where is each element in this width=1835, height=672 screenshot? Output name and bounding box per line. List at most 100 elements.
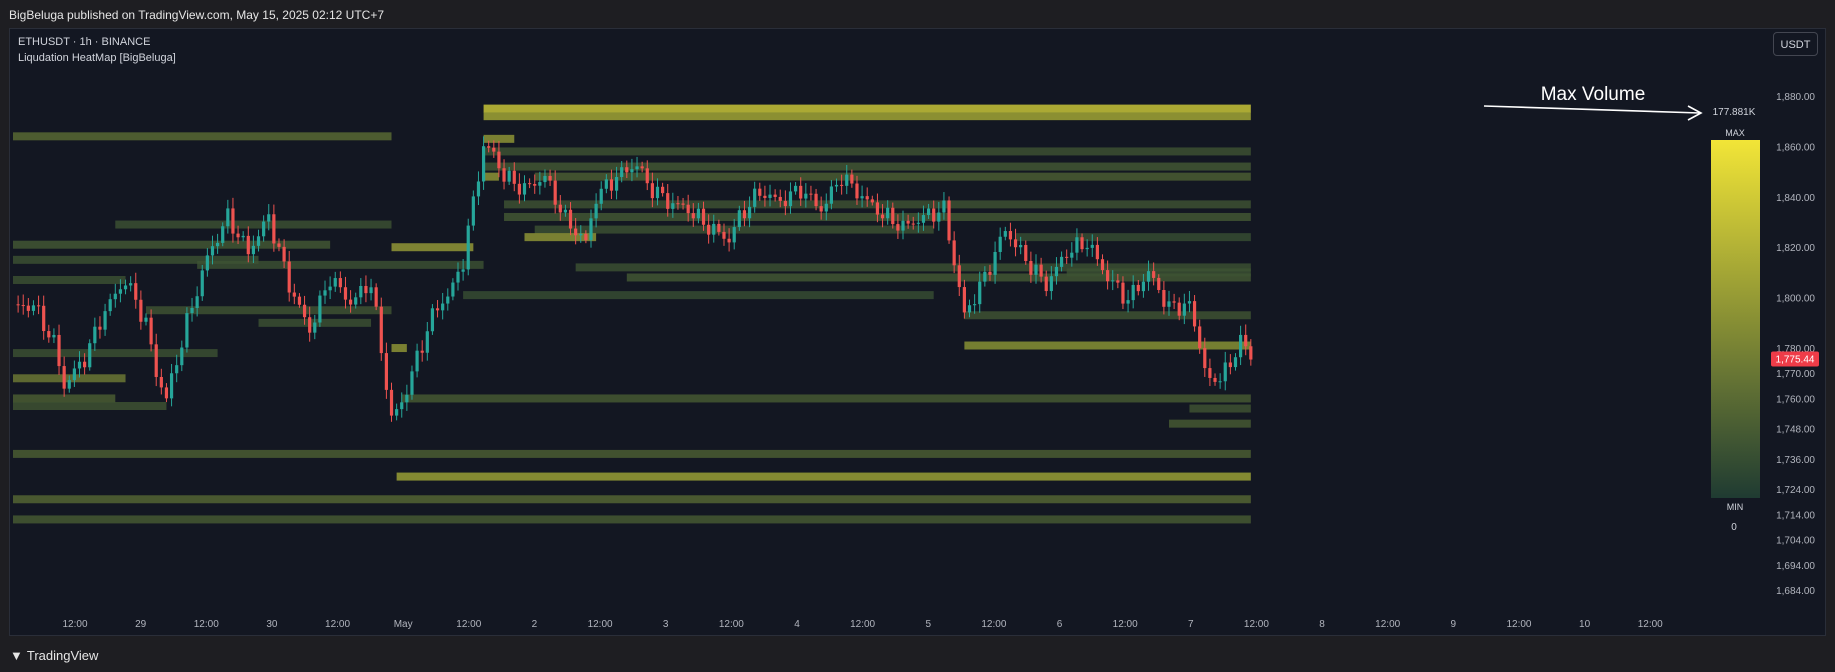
candle-body: [773, 194, 777, 197]
x-tick-label: 12:00: [1244, 619, 1269, 630]
y-tick-label: 1,820.00: [1776, 243, 1815, 254]
candle-body: [993, 251, 997, 275]
candle-body: [190, 307, 194, 314]
x-tick-label: 12:00: [1375, 619, 1400, 630]
candle-body: [221, 226, 225, 243]
candle-body: [1019, 244, 1023, 248]
candle-body: [661, 186, 665, 194]
candle-body: [1198, 326, 1202, 349]
candle-body: [533, 184, 537, 186]
candle-body: [297, 296, 302, 305]
candle-body: [16, 304, 20, 306]
candle-body: [395, 409, 399, 416]
candle-body: [896, 224, 900, 231]
publish-info: BigBeluga published on TradingView.com, …: [9, 8, 385, 22]
heatmap-band: [391, 344, 407, 353]
candle-body: [1039, 264, 1043, 277]
x-tick-label: 30: [266, 619, 278, 630]
candle-body: [210, 246, 215, 256]
candle-body: [753, 188, 757, 207]
tradingview-logo[interactable]: ▼ TradingView: [10, 648, 98, 663]
candle-body: [558, 204, 562, 213]
heatmap-band: [1015, 233, 1251, 242]
candle-body: [655, 186, 660, 199]
candle-body: [497, 151, 501, 169]
candle-body: [1146, 271, 1151, 282]
colorbar-min-value: 0: [1731, 522, 1737, 533]
candle-body: [277, 243, 281, 247]
x-tick-label: 12:00: [850, 619, 875, 630]
candle-body: [768, 194, 772, 198]
heatmap-band: [1168, 419, 1251, 428]
heatmap-band: [13, 495, 1251, 504]
heatmap-band: [483, 104, 1251, 113]
candle-body: [614, 177, 619, 191]
y-tick-label: 1,780.00: [1776, 344, 1815, 355]
candle-body: [1049, 276, 1053, 292]
candle-body: [845, 174, 849, 186]
candle-body: [1213, 377, 1217, 382]
candle-body: [415, 350, 419, 372]
heatmap-band: [145, 306, 392, 315]
candle-body: [384, 353, 388, 390]
candle-body: [574, 228, 578, 236]
candle-body: [481, 146, 486, 182]
heatmap-band: [575, 263, 1251, 272]
heatmap-band: [13, 515, 1251, 524]
heatmap-band: [463, 291, 934, 300]
heatmap-band: [483, 162, 1251, 171]
x-tick-label: 10: [1579, 619, 1591, 630]
candle-body: [686, 204, 690, 214]
svg-text:1,775.44: 1,775.44: [1776, 355, 1815, 366]
candle-body: [1187, 301, 1192, 304]
candle-body: [676, 203, 680, 205]
candle-body: [348, 299, 353, 305]
heatmap-band: [483, 147, 1251, 156]
heatmap-band: [626, 273, 1251, 282]
chart-frame: [9, 28, 1826, 636]
candle-body: [1106, 270, 1110, 282]
candle-body: [568, 209, 573, 229]
currency-button[interactable]: USDT: [1773, 32, 1818, 56]
candle-body: [435, 308, 440, 311]
candle-body: [364, 285, 368, 294]
heatmap-band: [13, 349, 218, 358]
candle-body: [1059, 256, 1064, 267]
candle-body: [814, 193, 818, 207]
x-tick-label: 12:00: [719, 619, 744, 630]
candle-body: [420, 350, 424, 353]
candle-body: [604, 179, 608, 189]
candle-body: [1008, 231, 1013, 240]
candle-body: [1192, 301, 1197, 327]
candle-body: [98, 326, 102, 330]
indicator-legend[interactable]: Liqudation HeatMap [BigBeluga]: [18, 52, 176, 64]
candle-body: [328, 286, 332, 291]
candle-body: [430, 308, 435, 332]
candle-body: [123, 285, 128, 290]
x-tick-label: May: [394, 619, 413, 630]
candle-body: [819, 206, 823, 212]
candle-body: [599, 188, 603, 204]
candle-body: [456, 271, 460, 283]
x-tick-label: 2: [532, 619, 538, 630]
candle-body: [164, 387, 169, 399]
candle-body: [410, 371, 414, 395]
candle-body: [973, 304, 977, 306]
candle-body: [911, 223, 915, 225]
symbol-legend[interactable]: ETHUSDT · 1h · BINANCE: [18, 36, 151, 48]
heatmap-band: [483, 172, 499, 181]
heatmap-band: [964, 311, 1251, 320]
heatmap-band: [396, 472, 1251, 481]
heatmap-band: [197, 260, 484, 269]
candle-body: [906, 220, 910, 224]
candle-body: [113, 293, 117, 300]
arrow-right-icon: [1483, 105, 1703, 121]
candle-body: [983, 271, 987, 282]
candle-body: [640, 166, 644, 169]
colorbar-min-label: MIN: [1727, 502, 1744, 512]
candle-body: [226, 208, 230, 227]
candle-body: [671, 203, 675, 209]
candle-body: [1141, 281, 1146, 292]
candle-body: [630, 169, 634, 173]
